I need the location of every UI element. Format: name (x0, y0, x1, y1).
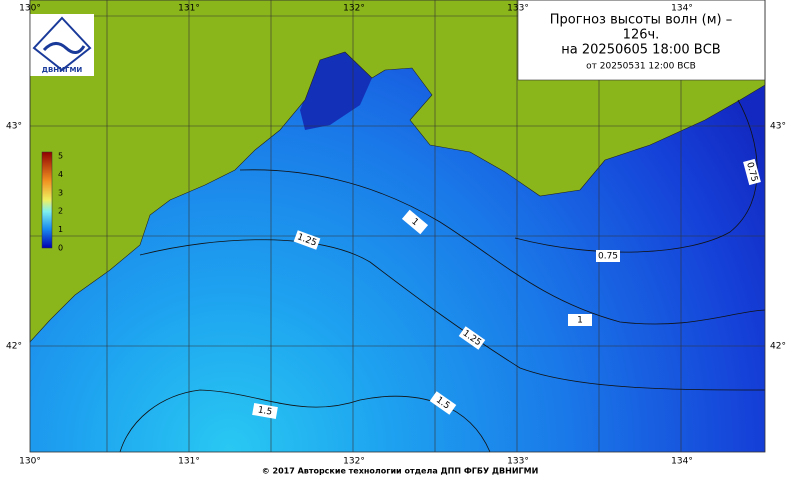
logo-diamond (32, 16, 92, 72)
longitude-label: 130° (19, 457, 41, 467)
longitude-label: 134° (671, 4, 693, 14)
subtitle: от 20250531 12:00 ВСВ (586, 62, 696, 72)
contour-label-bg (596, 250, 620, 262)
contour-label-text: 1.5 (257, 405, 273, 417)
contour-label: 1.5 (252, 403, 278, 419)
colorbar-label: 1 (58, 225, 63, 234)
contour-label: 1 (568, 314, 592, 326)
contour-label-bg (252, 403, 278, 419)
colorbar-label: 5 (58, 152, 63, 161)
contour-label-bg (568, 314, 592, 326)
title: 126ч. (623, 28, 660, 43)
latitude-label: 43° (770, 122, 786, 132)
colorbar-label: 0 (58, 244, 63, 253)
longitude-label: 133° (507, 4, 529, 14)
latitude-label: 43° (6, 122, 22, 132)
map-frame (29, 0, 766, 453)
logo-wave (42, 42, 86, 54)
colorbar (41, 151, 53, 249)
colorbar-label: 3 (58, 188, 63, 197)
longitude-label: 132° (343, 457, 365, 467)
longitude-label: 133° (507, 457, 529, 467)
title: Прогноз высоты волн (м) – (550, 13, 732, 28)
longitude-label: 131° (178, 4, 200, 14)
contour-label: 0.75 (596, 250, 620, 262)
longitude-label: 130° (19, 4, 41, 14)
contour-label: 0.75 (743, 158, 761, 186)
longitude-label: 134° (671, 457, 693, 467)
contour-label-text: 1 (409, 217, 420, 228)
colorbar-label: 4 (58, 170, 63, 179)
latitude-label: 42° (770, 342, 786, 352)
contour (139, 239, 766, 391)
contour (514, 99, 758, 253)
contour-label-bg (743, 158, 761, 186)
latitude-label: 42° (6, 342, 22, 352)
longitude-label: 131° (178, 457, 200, 467)
bay (300, 52, 372, 130)
contour-label-bg (293, 230, 321, 250)
contour-label-bg (458, 326, 486, 350)
logo-label: ДВНИГМИ (42, 66, 83, 74)
contour-label-bg (401, 209, 429, 235)
contour-label-text: 1 (577, 316, 583, 326)
contour (239, 169, 766, 325)
contour-label-text: 0.75 (598, 252, 618, 262)
contour-label: 1 (401, 209, 429, 235)
longitude-label: 132° (343, 4, 365, 14)
footer: © 2017 Авторские технологии отдела ДПП Ф… (262, 467, 539, 476)
colorbar-label: 2 (58, 207, 63, 216)
land (29, 0, 766, 343)
contour-label-bg (429, 391, 457, 415)
title: на 20250605 18:00 ВСВ (561, 43, 720, 58)
